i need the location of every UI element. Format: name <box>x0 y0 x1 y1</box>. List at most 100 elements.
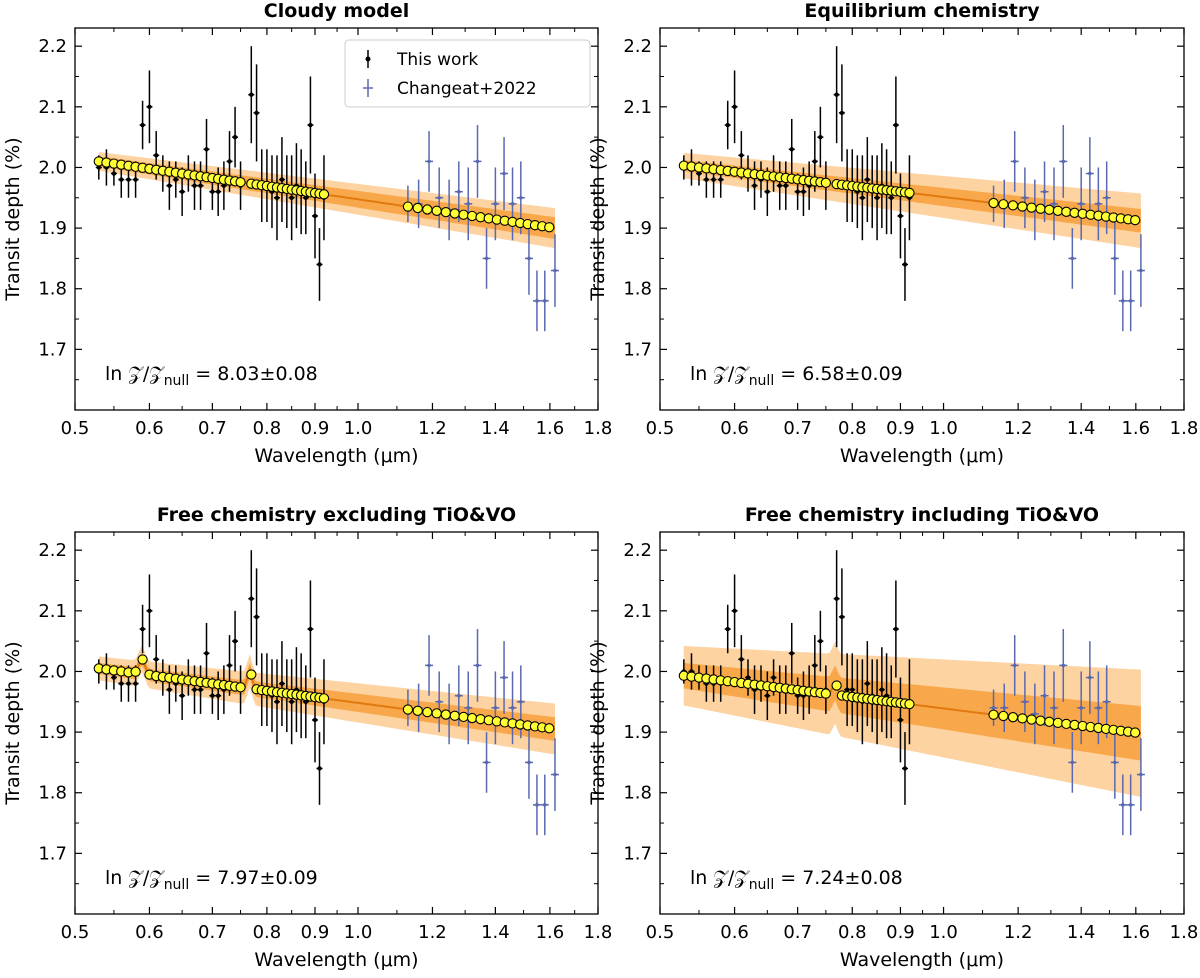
binned-model-point <box>412 705 423 716</box>
y-tick-label: 2.2 <box>623 36 652 57</box>
this-work-point <box>288 155 295 241</box>
this-work-marker <box>739 153 744 158</box>
changeat-point <box>1050 671 1059 745</box>
this-work-point <box>817 610 824 672</box>
binned-model-point <box>466 712 478 724</box>
binned-model-point <box>1035 715 1046 726</box>
binned-model-point <box>246 669 257 680</box>
this-work-marker <box>140 122 145 128</box>
changeat-marker <box>519 195 523 200</box>
x-tick-label: 1.4 <box>481 418 510 439</box>
this-work-point <box>849 653 856 727</box>
x-tick-label: 1.2 <box>1004 922 1033 943</box>
this-work-marker <box>227 159 232 164</box>
x-tick-label: 0.7 <box>783 922 812 943</box>
changeat-point <box>532 270 541 332</box>
this-work-point <box>833 46 840 144</box>
this-work-marker <box>312 213 318 219</box>
y-tick-label: 2.2 <box>38 36 67 57</box>
changeat-marker <box>527 256 531 261</box>
this-work-marker <box>879 687 885 692</box>
this-work-point <box>307 580 314 678</box>
x-tick-label: 0.9 <box>301 418 330 439</box>
binned-model-point <box>318 189 330 200</box>
x-tick-label: 1.6 <box>536 922 565 943</box>
this-work-marker <box>204 147 209 152</box>
x-tick-label: 1.8 <box>1170 922 1199 943</box>
this-work-point <box>248 550 255 648</box>
changeat-marker <box>457 189 461 194</box>
annotation-value: = 7.97±0.09 <box>189 867 318 889</box>
changeat-marker <box>535 803 539 807</box>
changeat-marker <box>1070 760 1075 765</box>
changeat-point <box>524 222 533 295</box>
binned-model-point <box>449 208 460 219</box>
x-axis-label: Wavelength (μm) <box>254 949 418 971</box>
this-work-marker <box>865 681 870 686</box>
this-work-marker <box>119 681 124 686</box>
y-tick-label: 1.8 <box>623 279 652 300</box>
changeat-point <box>1136 738 1145 811</box>
y-tick-label: 1.8 <box>623 783 652 804</box>
binned-model-point <box>904 698 915 710</box>
changeat-marker <box>1128 803 1133 807</box>
this-work-point <box>838 568 845 666</box>
changeat-marker <box>1023 195 1027 200</box>
this-work-marker <box>771 675 776 680</box>
binned-model-point <box>1017 201 1028 212</box>
changeat-marker <box>1033 712 1037 716</box>
y-axis-label: Transit depth (%) <box>2 641 24 805</box>
y-tick-label: 2.1 <box>623 601 652 622</box>
this-work-point <box>901 732 908 805</box>
this-work-point <box>278 137 285 223</box>
chart-title: Free chemistry including TiO&VO <box>745 504 1099 526</box>
x-tick-label: 1.0 <box>929 922 958 943</box>
x-tick-label: 0.5 <box>61 418 90 439</box>
this-work-marker <box>119 177 124 182</box>
this-work-marker <box>179 189 185 194</box>
changeat-marker <box>510 706 515 710</box>
changeat-marker <box>1052 706 1056 710</box>
changeat-marker <box>1052 202 1056 206</box>
this-work-point <box>731 574 738 648</box>
binned-model-point <box>1007 712 1019 723</box>
this-work-marker <box>167 183 172 188</box>
binned-model-point <box>1130 727 1141 738</box>
binned-model-point <box>130 666 141 677</box>
this-work-point <box>172 161 179 198</box>
changeat-point <box>435 167 444 229</box>
changeat-point <box>1094 167 1103 241</box>
this-work-point <box>864 137 871 223</box>
y-tick-label: 1.7 <box>623 843 652 864</box>
binned-model-point <box>1026 714 1037 725</box>
changeat-marker <box>466 706 471 710</box>
binned-model-point <box>1052 717 1064 728</box>
changeat-marker <box>493 202 498 206</box>
this-work-marker <box>289 195 294 200</box>
x-tick-label: 1.2 <box>418 922 447 943</box>
binned-model-point <box>1007 200 1019 211</box>
plot-area <box>93 46 559 332</box>
x-tick-label: 0.8 <box>253 922 282 943</box>
this-work-marker <box>254 614 259 620</box>
this-work-marker <box>893 626 899 632</box>
changeat-point <box>1077 167 1086 241</box>
y-tick-label: 1.9 <box>38 722 67 743</box>
changeat-point <box>473 629 482 702</box>
changeat-point <box>1110 222 1119 295</box>
this-work-marker <box>153 657 159 662</box>
plot-area <box>93 550 559 836</box>
changeat-marker <box>1079 202 1083 206</box>
this-work-marker <box>140 626 145 632</box>
this-work-marker <box>795 189 800 194</box>
this-work-point <box>811 635 818 696</box>
axes-frame <box>74 531 599 915</box>
this-work-marker <box>752 183 757 188</box>
changeat-point <box>1126 270 1135 332</box>
changeat-marker <box>466 202 471 206</box>
panel-3: 0.5 0.6 0.7 0.8 0.9 1.0 1.2 1.4 1.6 1.8 1.7 1.8 1.9 2… <box>2 504 612 971</box>
changeat-marker <box>1088 171 1092 176</box>
changeat-marker <box>542 299 547 303</box>
x-axis-label: Wavelength (μm) <box>840 949 1004 971</box>
this-work-marker <box>834 92 839 97</box>
